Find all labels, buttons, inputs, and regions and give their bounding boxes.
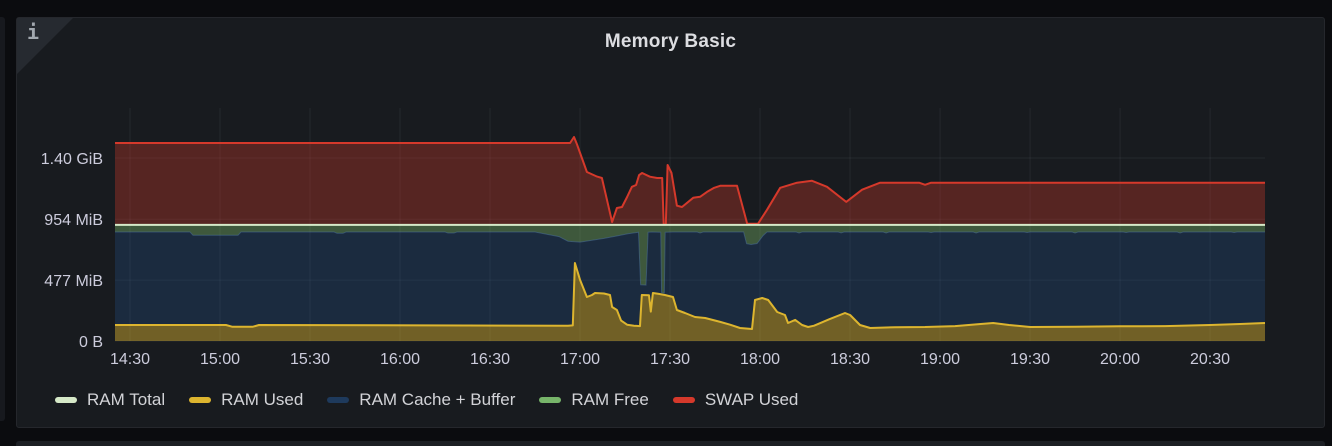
x-axis: 14:30 15:00 15:30 16:00 16:30 17:00 17:3… — [110, 351, 1230, 368]
legend-swatch-ram-total — [55, 397, 77, 403]
legend-swatch-ram-free — [539, 397, 562, 403]
x-tick-label: 16:30 — [470, 351, 510, 368]
y-axis: 1.40 GiB 954 MiB 477 MiB 0 B — [41, 151, 103, 351]
ram-used-area — [115, 263, 1265, 341]
ram-cache-buffer-area — [115, 232, 1265, 329]
legend-item-ram-total[interactable]: RAM Total — [55, 389, 165, 411]
memory-basic-panel — [16, 17, 1325, 428]
x-tick-label: 18:30 — [830, 351, 870, 368]
x-tick-label: 19:30 — [1010, 351, 1050, 368]
chart-legend: RAM Total RAM Used RAM Cache + Buffer RA… — [55, 389, 798, 411]
y-tick-label: 0 B — [79, 334, 103, 351]
adjacent-panel-edge — [0, 17, 5, 421]
legend-label: RAM Used — [221, 390, 304, 409]
y-tick-label: 1.40 GiB — [41, 151, 103, 168]
x-tick-label: 17:00 — [560, 351, 600, 368]
ram-free-area — [115, 224, 1265, 293]
x-tick-label: 14:30 — [110, 351, 150, 368]
legend-label: RAM Total — [87, 390, 166, 409]
legend-label: RAM Free — [571, 390, 649, 409]
swap-used-line — [115, 136, 1265, 226]
legend-item-swap-used[interactable]: SWAP Used — [672, 389, 799, 411]
legend-label: RAM Cache + Buffer — [359, 390, 516, 409]
x-tick-label: 16:00 — [380, 351, 420, 368]
swap-used-area — [115, 137, 1265, 225]
x-tick-label: 19:00 — [920, 351, 960, 368]
ram-cache-buffer-line — [115, 231, 1265, 294]
x-tick-label: 15:00 — [200, 351, 240, 368]
x-tick-label: 20:00 — [1100, 351, 1140, 368]
panel-title[interactable]: Memory Basic — [604, 31, 737, 52]
plot-area[interactable] — [115, 108, 1266, 342]
legend-item-ram-used[interactable]: RAM Used — [189, 389, 303, 411]
y-tick-label: 954 MiB — [44, 212, 103, 229]
next-panel-top-edge — [16, 441, 1325, 446]
legend-item-ram-cache-buffer[interactable]: RAM Cache + Buffer — [327, 389, 515, 411]
legend-swatch-ram-cache-buffer — [327, 397, 350, 403]
legend-item-ram-free[interactable]: RAM Free — [539, 389, 649, 411]
x-tick-label: 20:30 — [1190, 351, 1230, 368]
legend-swatch-swap-used — [672, 397, 695, 403]
legend-swatch-ram-used — [189, 397, 212, 403]
x-tick-label: 15:30 — [290, 351, 330, 368]
y-tick-label: 477 MiB — [44, 273, 103, 290]
legend-label: SWAP Used — [704, 390, 799, 409]
x-tick-label: 18:00 — [740, 351, 780, 368]
ram-used-line — [115, 262, 1266, 330]
info-icon[interactable]: i — [27, 20, 40, 44]
x-tick-label: 17:30 — [650, 351, 690, 368]
